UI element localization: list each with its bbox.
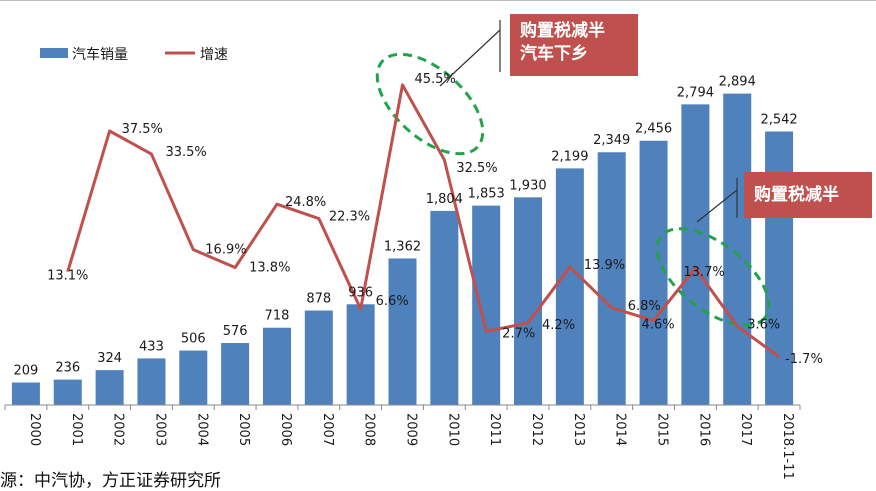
bar-value-label: 2,794 (677, 85, 714, 100)
x-tick-label: 2001 (69, 413, 84, 446)
bar (95, 370, 124, 405)
bar (388, 258, 417, 405)
bar-value-label: 718 (265, 309, 290, 324)
bar (11, 382, 40, 405)
x-tick-label: 2016 (696, 413, 711, 446)
source-note: 源：中汽协，方正证券研究所 (0, 471, 221, 491)
callout-1-line-2: 汽车下乡 (520, 44, 588, 64)
growth-value-label: 6.8% (628, 299, 661, 314)
legend-label-growth: 增速 (200, 47, 228, 63)
bar (262, 327, 291, 405)
growth-value-label: 6.6% (376, 294, 409, 309)
bar (53, 379, 82, 405)
bar (555, 168, 584, 405)
bar-value-label: 2,199 (551, 149, 588, 164)
callout-leaders (439, 20, 738, 223)
x-tick-label: 2015 (655, 413, 670, 446)
highlight-ellipse-2016 (655, 227, 771, 327)
x-tick-label: 2008 (362, 413, 377, 446)
growth-value-label: 4.2% (542, 318, 575, 333)
x-tick-label: 2014 (613, 413, 628, 446)
x-tick-label: 2009 (404, 413, 419, 446)
x-tick-label: 2018.1-11 (780, 413, 795, 480)
growth-value-label: -1.7% (785, 352, 823, 367)
x-tick-label: 2010 (445, 413, 460, 446)
x-tick-label: 2006 (278, 413, 293, 446)
x-tick-label: 2013 (571, 413, 586, 446)
x-tick-label: 2000 (27, 413, 42, 446)
x-tick-label: 2004 (194, 413, 209, 446)
bar (514, 197, 543, 405)
line-layer (66, 83, 780, 359)
bar (304, 310, 333, 405)
labels-layer: 209 236 324 433 506 576 718 878 936 1,362 1,804 1,8… (14, 72, 823, 379)
bar (681, 104, 710, 405)
callout-purchase-tax-countryside: 购置税减半 汽车下乡 (510, 14, 638, 76)
bar-value-label: 2,542 (760, 112, 797, 127)
x-tick-label: 2005 (236, 413, 251, 446)
callout-2-text: 购置税减半 (754, 185, 839, 205)
bar-value-label: 878 (306, 292, 331, 307)
legend: 汽车销量 增速 (40, 46, 228, 63)
bar-value-label: 2,456 (635, 122, 672, 137)
bar (179, 350, 208, 405)
highlight-ellipse-2009 (375, 52, 485, 156)
growth-value-label: 22.3% (329, 210, 370, 225)
x-tick-label: 2017 (738, 413, 753, 446)
bars-layer (11, 93, 794, 406)
bar-value-label: 2,894 (719, 75, 756, 90)
growth-value-label: 45.5% (415, 72, 456, 87)
bar-value-label: 1,853 (468, 187, 505, 202)
callout-2-leader (696, 189, 738, 223)
x-axis: 2000 2001 2002 2003 2004 2005 2006 2007 2008 2009… (4, 404, 801, 480)
callout-1-line-1: 购置税减半 (520, 21, 605, 41)
bar-value-label: 324 (97, 351, 122, 366)
bar-value-label: 1,930 (509, 178, 546, 193)
callout-purchase-tax: 购置税减半 (744, 172, 872, 218)
x-tick-label: 2011 (487, 413, 502, 446)
growth-value-label: 37.5% (122, 122, 163, 137)
bar (137, 358, 166, 405)
growth-value-label: 33.5% (165, 145, 206, 160)
callout-1-leader (439, 29, 501, 87)
x-tick-label: 2012 (529, 413, 544, 446)
growth-value-label: 16.9% (205, 243, 246, 258)
bar-value-label: 506 (181, 332, 206, 347)
bar-value-label: 2,349 (593, 133, 630, 148)
top-border (0, 0, 876, 1)
bar (430, 210, 459, 405)
bar (639, 140, 668, 405)
x-tick-label: 2007 (320, 413, 335, 446)
bar-value-label: 433 (139, 339, 164, 354)
bar (221, 343, 250, 405)
legend-label-sales: 汽车销量 (72, 46, 128, 63)
growth-value-label: 4.6% (642, 318, 675, 333)
growth-value-label: 3.6% (747, 317, 780, 332)
bar (597, 152, 626, 405)
bar-value-label: 1,804 (426, 192, 463, 207)
bar-value-label: 1,362 (384, 239, 421, 254)
growth-value-label: 2.7% (502, 326, 535, 341)
legend-swatch-sales (40, 48, 68, 58)
growth-value-label: 13.9% (584, 258, 625, 273)
bar-value-label: 936 (348, 285, 373, 300)
x-tick-label: 2002 (111, 413, 126, 446)
bar (472, 205, 501, 405)
bar-value-label: 209 (14, 364, 39, 379)
growth-line (66, 83, 780, 359)
bar-value-label: 576 (223, 324, 248, 339)
growth-value-label: 32.5% (456, 161, 497, 176)
bar (346, 304, 375, 405)
bar-value-label: 236 (55, 361, 80, 376)
growth-value-label: 13.8% (249, 261, 290, 276)
bar (723, 93, 752, 406)
growth-value-label: 24.8% (285, 195, 326, 210)
growth-value-label: 13.7% (683, 265, 724, 280)
x-tick-label: 2003 (152, 413, 167, 446)
growth-value-label: 13.1% (47, 269, 88, 284)
